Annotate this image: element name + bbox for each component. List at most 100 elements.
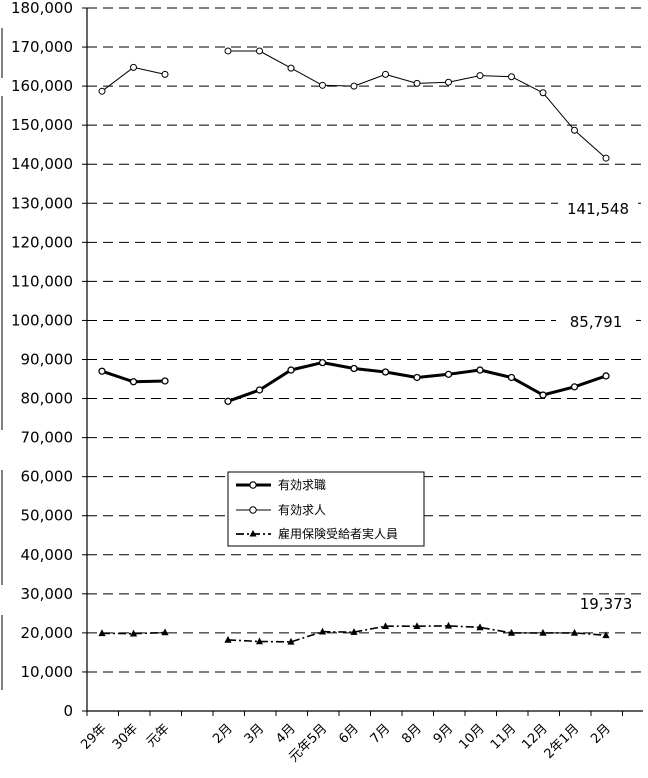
data-point	[602, 631, 610, 639]
x-tick-label: 2年1月	[542, 721, 583, 762]
x-tick-label: 10月	[456, 721, 487, 752]
data-label-bg	[556, 313, 636, 332]
data-point	[129, 629, 138, 637]
data-point	[161, 628, 169, 636]
x-tick-label: 11月	[488, 721, 519, 752]
y-tick-label: 110,000	[11, 272, 73, 290]
data-label-bg	[558, 200, 638, 219]
data-label: 141,548	[567, 200, 629, 218]
legend-label: 有効求職	[278, 477, 326, 492]
data-point	[350, 628, 358, 635]
x-tick-label: 6月	[336, 721, 362, 747]
legend-label: 雇用保険受給者実人員	[278, 526, 398, 541]
data-point	[98, 87, 106, 95]
data-point	[255, 637, 264, 645]
data-point	[381, 622, 390, 630]
y-tick-label: 60,000	[21, 468, 74, 486]
series-lines	[98, 47, 610, 645]
data-point	[350, 364, 358, 373]
data-point	[224, 635, 232, 643]
y-tick-label: 20,000	[21, 624, 74, 642]
data-point	[224, 47, 232, 55]
data-point	[287, 637, 295, 645]
data-point	[413, 79, 421, 87]
data-point	[224, 397, 232, 405]
data-point	[444, 621, 453, 629]
data-point	[287, 366, 295, 374]
data-point	[570, 628, 579, 636]
data-label: 85,791	[570, 313, 623, 331]
y-tick-label: 180,000	[11, 0, 73, 17]
data-point	[539, 628, 547, 636]
y-tick-label: 90,000	[21, 351, 74, 369]
series-group	[98, 358, 610, 405]
data-label: 19,373	[580, 595, 633, 613]
series-group	[98, 47, 610, 162]
data-point	[98, 367, 106, 375]
data-point	[318, 627, 327, 635]
series-line	[228, 50, 607, 159]
y-tick-label: 170,000	[11, 38, 73, 56]
x-tick-label: 29年	[78, 721, 109, 752]
series-line	[101, 631, 166, 635]
x-tick-label: 元年	[144, 721, 173, 750]
x-tick-label: 7月	[368, 721, 394, 747]
data-point	[507, 628, 516, 636]
legend-label: 有効求人	[278, 502, 326, 517]
y-tick-label: 10,000	[21, 663, 74, 681]
data-point	[444, 370, 453, 378]
data-label-bg	[566, 595, 646, 614]
y-tick-label: 50,000	[21, 507, 74, 525]
y-tick-label: 40,000	[21, 546, 74, 564]
series-group	[98, 621, 610, 645]
y-tick-label: 100,000	[11, 311, 73, 329]
x-tick-label: 2月	[588, 721, 614, 747]
axes	[82, 7, 643, 716]
y-tick-label: 70,000	[21, 429, 74, 447]
legend-key-marker	[249, 481, 257, 489]
y-tick-label: 0	[63, 702, 73, 720]
data-point	[161, 377, 169, 385]
grid-lines	[87, 7, 643, 673]
y-tick-label: 120,000	[11, 233, 73, 251]
data-point	[256, 47, 263, 55]
data-point	[476, 72, 484, 80]
y-tick-label: 130,000	[11, 194, 73, 212]
x-tick-label: 4月	[273, 721, 299, 747]
data-point	[570, 383, 579, 391]
data-point	[413, 622, 421, 630]
data-point	[602, 372, 610, 380]
data-point	[413, 373, 421, 382]
data-point	[129, 378, 138, 386]
y-tick-labels: 0 10,000 20,000 30,000 40,000 50,000 60,000 70,…	[11, 0, 73, 720]
data-point	[381, 368, 390, 376]
data-point	[287, 64, 295, 72]
data-point	[571, 126, 578, 134]
y-tick-label: 160,000	[11, 77, 73, 95]
y-tick-label: 150,000	[11, 116, 73, 134]
x-tick-label: 3月	[242, 721, 268, 747]
data-point	[476, 623, 484, 631]
y-tick-label: 80,000	[21, 390, 74, 408]
data-point	[508, 73, 515, 81]
data-point	[476, 366, 484, 374]
data-point	[318, 358, 327, 367]
series-line	[101, 66, 166, 92]
x-tick-label: 8月	[399, 721, 425, 747]
x-tick-label: 2月	[210, 721, 236, 747]
x-tick-label: 30年	[110, 721, 141, 752]
data-labels: 141,548 85,791 19,373	[556, 200, 646, 614]
x-tick-label: 9月	[431, 721, 457, 747]
legend-key-marker	[249, 530, 257, 537]
data-point	[602, 154, 610, 162]
data-point	[507, 373, 516, 382]
data-point	[350, 82, 358, 90]
legend-key-marker	[249, 506, 257, 514]
data-point	[161, 70, 169, 78]
data-point	[98, 629, 106, 637]
y-tick-label: 30,000	[21, 585, 74, 603]
data-point	[539, 89, 547, 97]
data-point	[539, 391, 547, 399]
data-point	[445, 78, 452, 86]
